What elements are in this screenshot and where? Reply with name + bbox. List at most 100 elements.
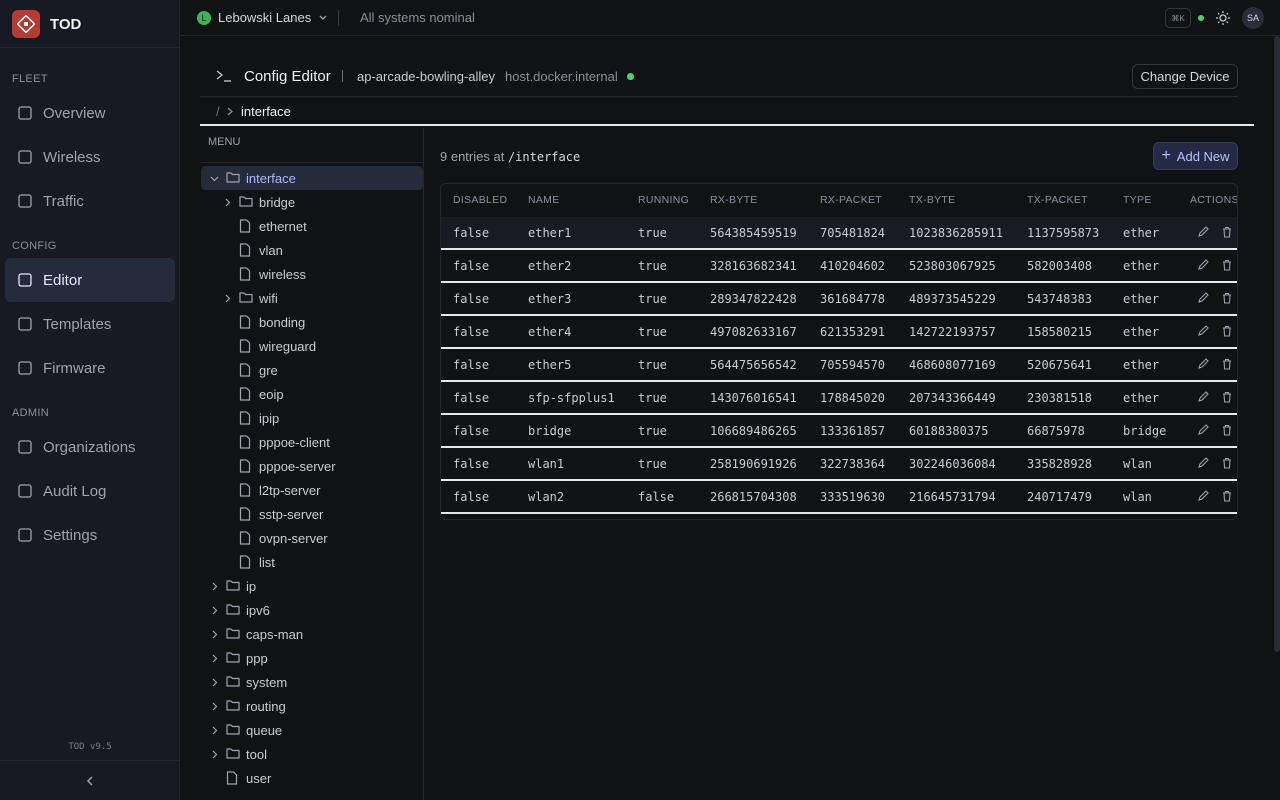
edit-button[interactable]: [1197, 324, 1209, 340]
nav-item[interactable]: Firmware: [5, 346, 175, 390]
theme-toggle[interactable]: [1216, 11, 1230, 25]
nav-item[interactable]: Settings: [5, 513, 175, 557]
tree-folder[interactable]: system: [201, 670, 423, 694]
tree-label: wireless: [259, 267, 306, 282]
table-cell: 705481824: [820, 226, 885, 240]
tree-folder[interactable]: caps-man: [201, 622, 423, 646]
org-switcher[interactable]: LLebowski Lanes: [197, 10, 328, 25]
tree-folder[interactable]: interface: [201, 166, 423, 190]
tree-folder[interactable]: tool: [201, 742, 423, 766]
tree-label: sstp-server: [259, 507, 323, 522]
tree-file[interactable]: user: [201, 766, 423, 790]
tree-folder[interactable]: wifi: [201, 286, 423, 310]
table-row[interactable]: falsebridgetrue1066894862651333618576018…: [441, 415, 1238, 448]
tree-file[interactable]: wireless: [201, 262, 423, 286]
nav-label: Settings: [43, 527, 97, 544]
delete-button[interactable]: [1221, 489, 1233, 505]
version: TOD v9.5: [0, 742, 180, 752]
tree-file[interactable]: wireguard: [201, 334, 423, 358]
table-cell: 523803067925: [909, 259, 996, 273]
edit-button[interactable]: [1197, 258, 1209, 274]
add-new-button[interactable]: +Add New: [1153, 142, 1238, 170]
tree-label: ovpn-server: [259, 531, 328, 546]
table-cell: 564385459519: [710, 226, 797, 240]
table-cell: 302246036084: [909, 457, 996, 471]
tree-folder[interactable]: queue: [201, 718, 423, 742]
delete-button[interactable]: [1221, 324, 1233, 340]
tree-folder[interactable]: ip: [201, 574, 423, 598]
nav-item[interactable]: Templates: [5, 302, 175, 346]
row-actions: [1197, 390, 1233, 406]
entries-table: DISABLEDNAMERUNNINGRX-BYTERX-PACKETTX-BY…: [440, 183, 1238, 520]
table-cell: 266815704308: [710, 490, 797, 504]
nav-item[interactable]: Editor: [5, 258, 175, 302]
delete-button[interactable]: [1221, 225, 1233, 241]
table-cell: sfp-sfpplus1: [528, 391, 615, 405]
change-device-button[interactable]: Change Device: [1132, 64, 1238, 89]
breadcrumb-root[interactable]: /: [216, 104, 220, 119]
nav-item[interactable]: Organizations: [5, 425, 175, 469]
delete-button[interactable]: [1221, 357, 1233, 373]
tree-folder[interactable]: ppp: [201, 646, 423, 670]
edit-button[interactable]: [1197, 423, 1209, 439]
tree-label: user: [246, 771, 271, 786]
nav-item[interactable]: Audit Log: [5, 469, 175, 513]
table-cell: ether5: [528, 358, 571, 372]
tree-file[interactable]: sstp-server: [201, 502, 423, 526]
table-cell: 1023836285911: [909, 226, 1003, 240]
tree-file[interactable]: bonding: [201, 310, 423, 334]
nav-item[interactable]: Traffic: [5, 179, 175, 223]
table-row[interactable]: falseether4true4970826331676213532911427…: [441, 316, 1238, 349]
edit-button[interactable]: [1197, 489, 1209, 505]
nav-item[interactable]: Wireless: [5, 135, 175, 179]
logo: [12, 10, 40, 38]
tree-file[interactable]: eoip: [201, 382, 423, 406]
delete-button[interactable]: [1221, 423, 1233, 439]
command-shortcut[interactable]: ⌘K: [1165, 8, 1191, 28]
brand[interactable]: TOD: [12, 10, 81, 38]
table-row[interactable]: falsewlan2false2668157043083335196302166…: [441, 481, 1238, 514]
user-avatar[interactable]: SA: [1242, 7, 1264, 29]
tree-file[interactable]: l2tp-server: [201, 478, 423, 502]
table-cell: 468608077169: [909, 358, 996, 372]
tree-folder[interactable]: bridge: [201, 190, 423, 214]
device-host: host.docker.internal: [505, 69, 618, 84]
tree-file[interactable]: ovpn-server: [201, 526, 423, 550]
device-name: ap-arcade-bowling-alley: [357, 69, 495, 84]
delete-button[interactable]: [1221, 456, 1233, 472]
table-row[interactable]: falseether2true3281636823414102046025238…: [441, 250, 1238, 283]
table-row[interactable]: falseether1true5643854595197054818241023…: [441, 217, 1238, 250]
table-cell: bridge: [1123, 424, 1166, 438]
table-cell: true: [638, 358, 667, 372]
table-row[interactable]: falseether3true2893478224283616847784893…: [441, 283, 1238, 316]
tree-file[interactable]: gre: [201, 358, 423, 382]
tree-file[interactable]: list: [201, 550, 423, 574]
nav-label: Firmware: [43, 360, 106, 377]
breadcrumb: / interface: [200, 98, 1254, 126]
tree-label: tool: [246, 747, 267, 762]
tree-file[interactable]: ipip: [201, 406, 423, 430]
delete-button[interactable]: [1221, 258, 1233, 274]
nav-item[interactable]: Overview: [5, 91, 175, 135]
delete-button[interactable]: [1221, 390, 1233, 406]
edit-button[interactable]: [1197, 390, 1209, 406]
org-badge: L: [197, 11, 211, 25]
tree-file[interactable]: pppoe-client: [201, 430, 423, 454]
table-row[interactable]: falseether5true5644756565427055945704686…: [441, 349, 1238, 382]
tree-file[interactable]: vlan: [201, 238, 423, 262]
tree-file[interactable]: pppoe-server: [201, 454, 423, 478]
edit-button[interactable]: [1197, 456, 1209, 472]
tree-label: system: [246, 675, 287, 690]
delete-button[interactable]: [1221, 291, 1233, 307]
collapse-button[interactable]: [0, 760, 179, 800]
tree-folder[interactable]: routing: [201, 694, 423, 718]
table-row[interactable]: falsewlan1true25819069192632273836430224…: [441, 448, 1238, 481]
table-cell: 1137595873: [1027, 226, 1099, 240]
edit-button[interactable]: [1197, 291, 1209, 307]
edit-button[interactable]: [1197, 225, 1209, 241]
nav-label: Wireless: [43, 149, 101, 166]
table-row[interactable]: falsesfp-sfpplus1true1430760165411788450…: [441, 382, 1238, 415]
tree-folder[interactable]: ipv6: [201, 598, 423, 622]
tree-file[interactable]: ethernet: [201, 214, 423, 238]
edit-button[interactable]: [1197, 357, 1209, 373]
